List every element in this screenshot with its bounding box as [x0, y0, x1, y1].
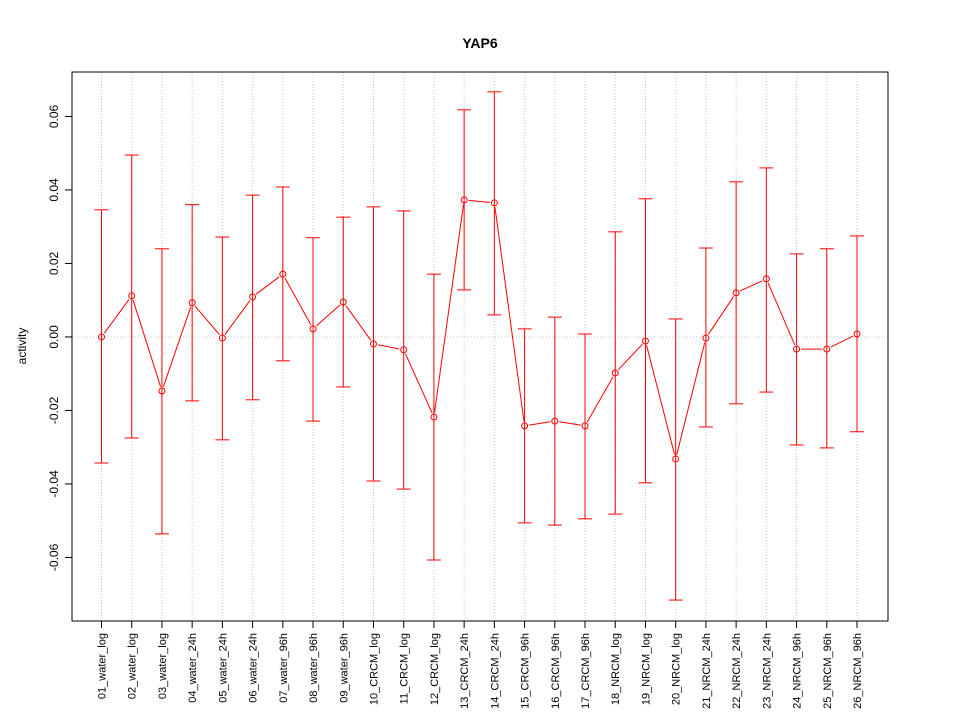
data-point [98, 333, 105, 341]
x-tick-label: 14_CRCM_24h [489, 633, 501, 709]
x-tick-label: 07_water_96h [278, 633, 290, 703]
x-tick-label: 12_CRCM_log [429, 633, 441, 705]
data-point [249, 293, 257, 301]
line-segment [646, 345, 676, 455]
data-point [853, 330, 861, 338]
x-tick-label: 01_water_log [97, 633, 109, 699]
series-line [103, 199, 854, 455]
data-point [490, 199, 498, 207]
x-tick-label: 13_CRCM_24h [459, 633, 471, 709]
line-segment [284, 277, 312, 326]
plot-frame [71, 71, 889, 622]
y-tick-label: -0.02 [47, 396, 61, 424]
x-tick-label: 05_water_24h [217, 633, 229, 703]
line-segment [255, 276, 280, 295]
data-point [641, 337, 649, 345]
y-tick-label: -0.06 [47, 543, 61, 571]
data-point [732, 289, 740, 297]
y-axis: -0.06 -0.04 -0.02 0.00 0.02 0.04 0.06 [47, 104, 73, 571]
data-point [279, 270, 287, 278]
line-segment [707, 296, 735, 335]
data-point [611, 369, 619, 377]
x-tick-label: 25_NRCM_96h [822, 633, 834, 709]
line-segment [162, 306, 192, 387]
line-segment [434, 204, 465, 413]
x-tick-label: 03_water_log [157, 633, 169, 699]
line-segment [676, 342, 706, 455]
x-tick-label: 08_water_96h [308, 633, 320, 703]
x-tick-label: 10_CRCM_log [368, 633, 380, 705]
y-tick-label: 0.00 [47, 325, 61, 349]
data-point [369, 340, 377, 348]
data-point [702, 334, 710, 342]
line-segment [377, 344, 400, 350]
data-point [460, 196, 468, 204]
y-axis-label: activity [15, 328, 29, 365]
x-tick-label: 16_CRCM_96h [550, 633, 562, 709]
chart-title: YAP6 [462, 35, 498, 51]
x-tick-label: 19_NRCM_log [640, 633, 652, 705]
x-tick-label: 09_water_96h [338, 633, 350, 703]
line-segment [494, 207, 525, 422]
x-axis: 01_water_log 02_water_log 03_water_log 04_w… [97, 620, 864, 709]
data-point [793, 345, 801, 353]
line-segment [405, 353, 433, 414]
y-tick-label: -0.04 [47, 470, 61, 498]
x-tick-label: 23_NRCM_24h [761, 633, 773, 709]
data-point [823, 345, 831, 353]
x-tick-label: 17_CRCM_96h [580, 633, 592, 709]
data-point [551, 417, 559, 425]
line-segment [103, 299, 130, 334]
x-tick-label: 06_water_24h [248, 633, 260, 703]
line-segment [345, 305, 372, 341]
series-points [98, 196, 861, 463]
line-segment [132, 299, 162, 387]
line-segment [739, 280, 763, 292]
x-tick-label: 26_NRCM_96h [852, 633, 864, 709]
line-segment [468, 199, 490, 203]
data-point [188, 299, 196, 307]
line-segment [767, 282, 796, 346]
error-bars [94, 91, 864, 601]
y-tick-label: 0.02 [47, 251, 61, 275]
grid [72, 72, 888, 621]
y-tick-label: 0.04 [47, 178, 61, 202]
data-point [672, 455, 680, 463]
data-point [400, 346, 408, 354]
data-point [581, 422, 589, 430]
line-segment [316, 304, 341, 327]
x-tick-label: 20_NRCM_log [671, 633, 683, 705]
x-tick-label: 18_NRCM_log [610, 633, 622, 705]
line-segment [559, 421, 581, 426]
line-segment [617, 343, 643, 371]
line-segment [194, 305, 220, 335]
data-point [128, 292, 136, 300]
data-point [521, 422, 529, 430]
y-tick-label: 0.06 [47, 104, 61, 128]
line-segment [528, 421, 551, 426]
data-point [430, 413, 438, 421]
data-point [309, 325, 317, 333]
x-tick-label: 15_CRCM_96h [520, 633, 532, 709]
x-tick-label: 11_CRCM_log [399, 633, 411, 704]
line-segment [586, 376, 614, 423]
data-point [339, 298, 347, 306]
x-tick-label: 22_NRCM_24h [731, 633, 743, 709]
x-tick-label: 21_NRCM_24h [701, 633, 713, 709]
data-point [762, 275, 770, 283]
x-tick-label: 02_water_log [127, 633, 139, 699]
x-tick-label: 24_NRCM_96h [792, 633, 804, 709]
line-segment [830, 335, 854, 348]
x-tick-label: 04_water_24h [187, 633, 199, 703]
line-segment [224, 300, 251, 335]
data-point [158, 387, 166, 395]
data-point [218, 334, 226, 342]
